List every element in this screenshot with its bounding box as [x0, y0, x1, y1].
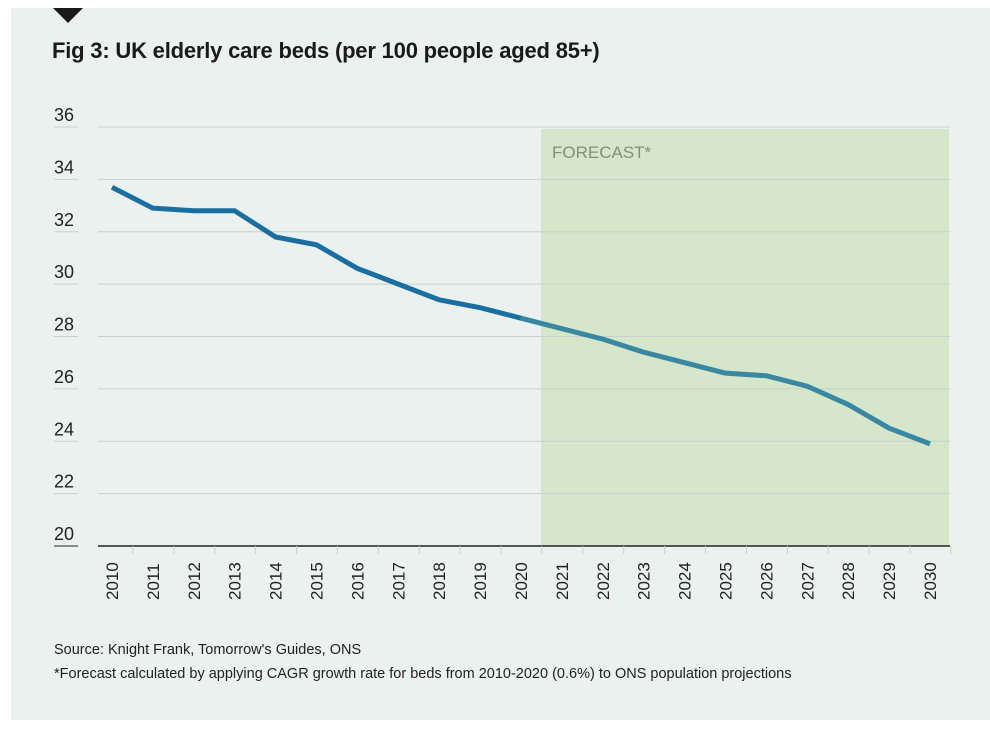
x-tick-label: 2011	[144, 563, 163, 600]
x-tick-label: 2010	[103, 562, 122, 600]
x-tick-label: 2018	[430, 562, 449, 600]
x-tick-label: 2012	[185, 562, 204, 600]
y-tick-label: 24	[54, 419, 74, 439]
x-tick-label: 2029	[880, 562, 899, 600]
chart-title: Fig 3: UK elderly care beds (per 100 peo…	[52, 38, 600, 63]
x-tick-label: 2027	[798, 562, 817, 600]
forecast-label: FORECAST*	[552, 143, 652, 162]
y-tick-label: 30	[54, 262, 74, 282]
x-tick-label: 2013	[226, 562, 245, 600]
y-tick-label: 22	[54, 472, 74, 492]
x-tick-label: 2026	[757, 562, 776, 600]
x-tick-label: 2023	[635, 562, 654, 600]
triangle-marker-icon	[53, 8, 83, 23]
y-tick-label: 28	[54, 315, 74, 335]
source-note: Source: Knight Frank, Tomorrow's Guides,…	[54, 642, 362, 658]
y-tick-label: 20	[54, 524, 74, 544]
x-tick-label: 2016	[348, 562, 367, 600]
x-tick-label: 2025	[717, 562, 736, 600]
y-tick-label: 34	[54, 157, 74, 177]
forecast-region	[541, 129, 949, 546]
x-tick-label: 2014	[267, 562, 286, 600]
historical-line	[110, 185, 522, 321]
x-tick-label: 2024	[676, 562, 695, 600]
x-tick-label: 2020	[512, 562, 531, 600]
x-tick-label: 2019	[471, 562, 490, 600]
x-tick-label: 2021	[553, 562, 572, 600]
x-tick-label: 2015	[308, 562, 327, 600]
forecast-footnote: *Forecast calculated by applying CAGR gr…	[54, 666, 792, 682]
x-tick-label: 2017	[389, 562, 408, 600]
x-tick-label: 2022	[594, 562, 613, 600]
forecast-line	[520, 315, 931, 447]
x-tick-label: 2030	[921, 562, 940, 600]
x-tick-label: 2028	[839, 562, 858, 600]
y-tick-label: 26	[54, 367, 74, 387]
y-tick-label: 32	[54, 210, 74, 230]
y-tick-label: 36	[54, 105, 74, 125]
